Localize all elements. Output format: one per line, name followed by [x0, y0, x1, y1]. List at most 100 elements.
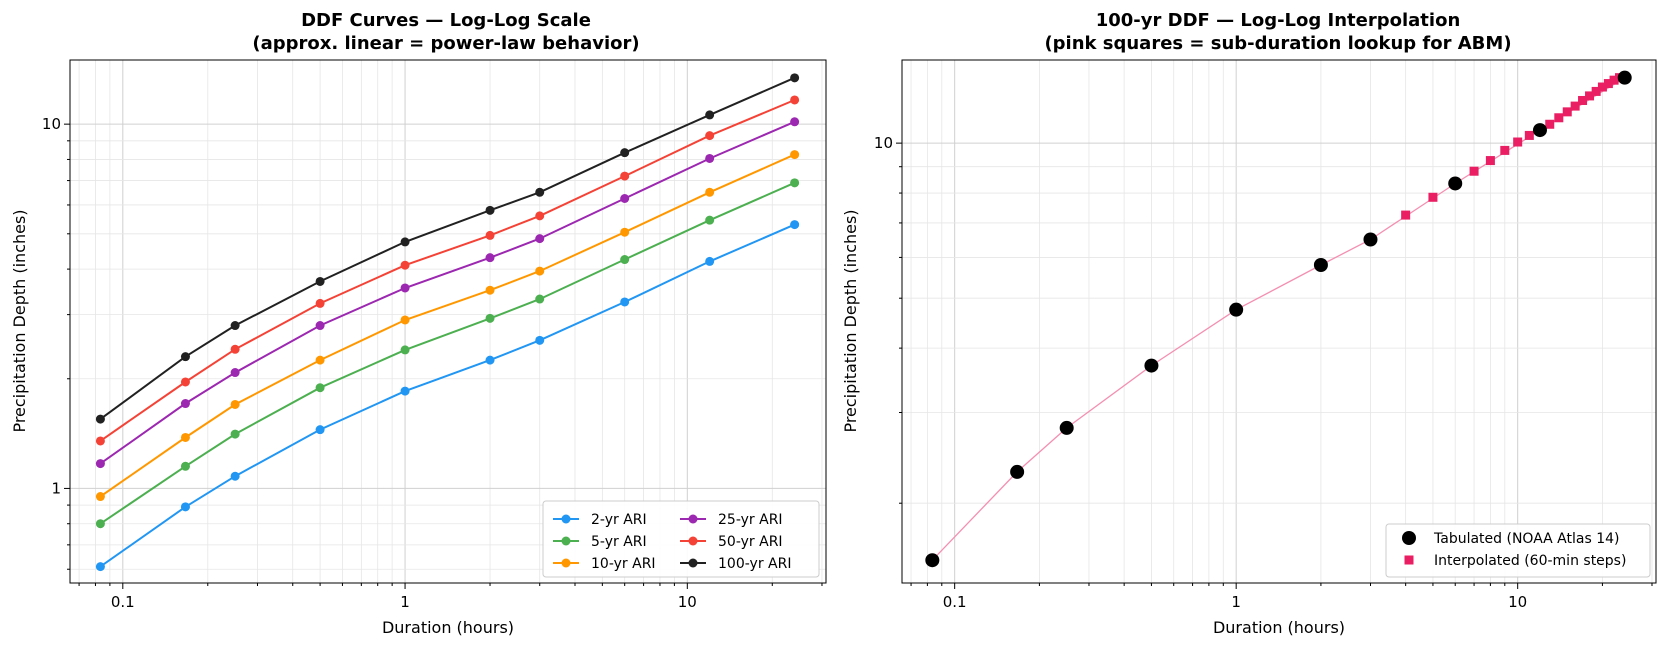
tabulated-point	[1532, 123, 1547, 138]
legend-marker	[688, 536, 698, 546]
data-point	[230, 368, 240, 378]
interpolated-point	[1591, 86, 1601, 96]
data-point	[620, 171, 630, 181]
tabulated-point	[1448, 176, 1463, 191]
data-point	[620, 255, 630, 265]
data-point	[620, 148, 630, 158]
y-tick-label: 10	[42, 115, 61, 133]
interpolated-point	[1524, 130, 1534, 140]
data-point	[230, 344, 240, 354]
data-point	[535, 187, 545, 197]
chart-panel-left: DDF Curves — Log-Log Scale (approx. line…	[10, 10, 827, 637]
data-point	[620, 194, 630, 204]
legend-marker	[561, 536, 571, 546]
interpolated-point	[1562, 107, 1572, 117]
legend-label: 10-yr ARI	[591, 556, 656, 572]
series-line	[99, 223, 795, 568]
plot-frame-right	[901, 59, 1657, 584]
legend-label: 50-yr ARI	[718, 534, 783, 550]
data-point	[315, 321, 325, 331]
data-point	[485, 230, 495, 240]
data-point	[535, 234, 545, 244]
data-point	[95, 436, 105, 446]
interpolated-point	[1513, 137, 1523, 147]
chart-title-left: DDF Curves — Log-Log Scale	[301, 10, 591, 31]
data-point	[230, 321, 240, 331]
data-point	[790, 150, 800, 160]
data-point	[790, 117, 800, 127]
x-tick-label: 0.1	[943, 593, 967, 611]
interpolated-point	[1597, 82, 1607, 92]
interpolated-point	[1485, 156, 1495, 166]
tabulated-point	[925, 553, 940, 568]
data-point	[790, 73, 800, 83]
data-point	[95, 492, 105, 502]
data-point	[485, 285, 495, 295]
data-point	[485, 355, 495, 365]
x-tick-label: 10	[1508, 593, 1527, 611]
data-point	[95, 562, 105, 572]
data-point	[485, 205, 495, 215]
grid-right	[902, 60, 1656, 583]
legend-label: Interpolated (60-min steps)	[1434, 553, 1626, 569]
data-point	[180, 352, 190, 362]
data-point	[180, 432, 190, 442]
series-line	[99, 181, 796, 525]
data-point	[180, 399, 190, 409]
tabulated-point	[1010, 464, 1025, 479]
tabulated-point	[1229, 302, 1244, 317]
data-point	[705, 110, 715, 120]
interpolated-point	[1545, 119, 1555, 129]
interpolated-point	[1554, 113, 1564, 123]
data-point	[705, 131, 715, 141]
tabulated-point	[1144, 358, 1159, 373]
plot-frame-left	[69, 59, 827, 584]
data-point	[95, 414, 105, 424]
interpolated-point	[1500, 145, 1510, 155]
data-point	[315, 383, 325, 393]
interpolated-point	[1585, 91, 1595, 101]
data-point	[95, 459, 105, 469]
x-tick-label: 1	[1231, 593, 1241, 611]
data-point	[315, 276, 325, 286]
data-point	[315, 298, 325, 308]
legend-label: 25-yr ARI	[718, 512, 783, 528]
data-point	[535, 266, 545, 276]
chart-subtitle-right: (pink squares = sub-duration lookup for …	[1044, 33, 1511, 54]
data-point	[535, 335, 545, 345]
interpolated-point	[1428, 192, 1438, 202]
series-line	[99, 99, 795, 442]
data-point	[705, 215, 715, 225]
data-point	[315, 355, 325, 365]
data-point	[230, 429, 240, 439]
series-group-right	[925, 70, 1632, 568]
data-point	[400, 315, 410, 325]
y-tick-label: 10	[874, 134, 893, 152]
series-line	[99, 153, 796, 498]
y-axis-label-right: Precipitation Depth (inches)	[841, 209, 860, 432]
interpolated-point	[1401, 210, 1411, 220]
interpolation-line	[931, 77, 1626, 561]
legend-box-left	[542, 500, 820, 578]
data-point	[535, 294, 545, 304]
ticks-left: 0.1 1 10 1 10	[42, 115, 823, 611]
y-axis-label-left: Precipitation Depth (inches)	[10, 209, 29, 432]
y-tick-label: 1	[51, 479, 61, 497]
data-point	[620, 227, 630, 237]
legend-label: 5-yr ARI	[591, 534, 647, 550]
x-axis-label-left: Duration (hours)	[382, 618, 514, 637]
data-point	[180, 502, 190, 512]
legend-marker	[688, 558, 698, 568]
tabulated-point	[1617, 70, 1632, 85]
chart-panel-right: 100-yr DDF — Log-Log Interpolation (pink…	[841, 10, 1657, 637]
legend-label: Tabulated (NOAA Atlas 14)	[1433, 531, 1620, 547]
tabulated-point	[1313, 257, 1328, 272]
series-line	[99, 120, 795, 465]
data-point	[400, 283, 410, 293]
series-line	[99, 76, 796, 420]
legend-box-right	[1385, 523, 1651, 578]
data-point	[485, 313, 495, 323]
x-tick-label: 0.1	[111, 593, 135, 611]
data-point	[485, 253, 495, 263]
